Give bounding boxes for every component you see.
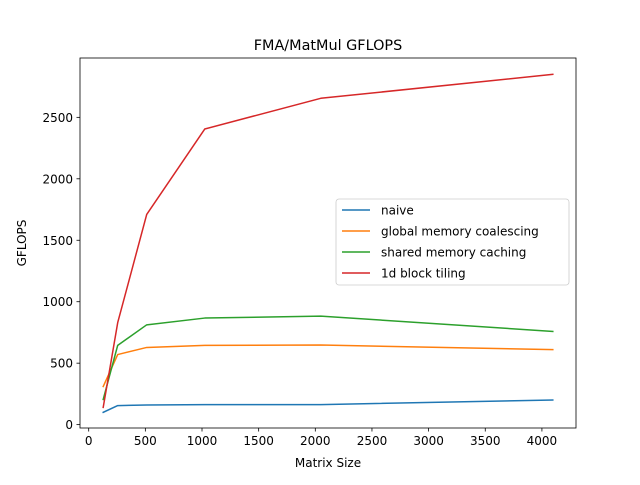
x-tick-label: 1000 [187, 434, 218, 448]
legend-box [335, 198, 570, 286]
x-tick-label: 0 [85, 434, 93, 448]
y-tick-label: 1000 [42, 295, 73, 309]
y-axis-ticks: 0 500 1000 1500 2000 2500 [42, 111, 80, 432]
x-tick-label: 3000 [413, 434, 444, 448]
chart-title: FMA/MatMul GFLOPS [254, 38, 402, 54]
y-tick-label: 0 [65, 418, 73, 432]
x-tick-label: 2000 [300, 434, 331, 448]
x-tick-label: 2500 [357, 434, 388, 448]
x-tick-label: 1500 [243, 434, 274, 448]
x-axis-label: Matrix Size [295, 456, 361, 470]
legend-label-shared-memory-caching: shared memory caching [381, 246, 526, 260]
legend-label-1d-block-tiling: 1d block tiling [381, 267, 466, 281]
x-axis-ticks: 0 500 1000 1500 2000 2500 3000 3500 4000 [85, 428, 557, 448]
series-line-naive [102, 399, 554, 414]
y-tick-label: 1500 [42, 234, 73, 248]
legend-label-naive: naive [381, 204, 414, 218]
y-tick-label: 2500 [42, 111, 73, 125]
x-tick-label: 500 [134, 434, 157, 448]
y-tick-label: 500 [50, 357, 73, 371]
legend: naive global memory coalescing shared memo… [335, 198, 570, 286]
series-line-global-memory-coalescing [102, 344, 554, 388]
plot-frame [79, 57, 577, 429]
x-tick-label: 4000 [527, 434, 558, 448]
y-axis-label: GFLOPS [15, 220, 29, 267]
x-tick-label: 3500 [470, 434, 501, 448]
series-line-shared-memory-caching [102, 315, 554, 401]
series-line-1d-block-tiling [102, 73, 554, 409]
y-tick-label: 2000 [42, 172, 73, 186]
legend-label-global-memory-coalescing: global memory coalescing [381, 225, 539, 239]
series-lines [102, 73, 554, 414]
